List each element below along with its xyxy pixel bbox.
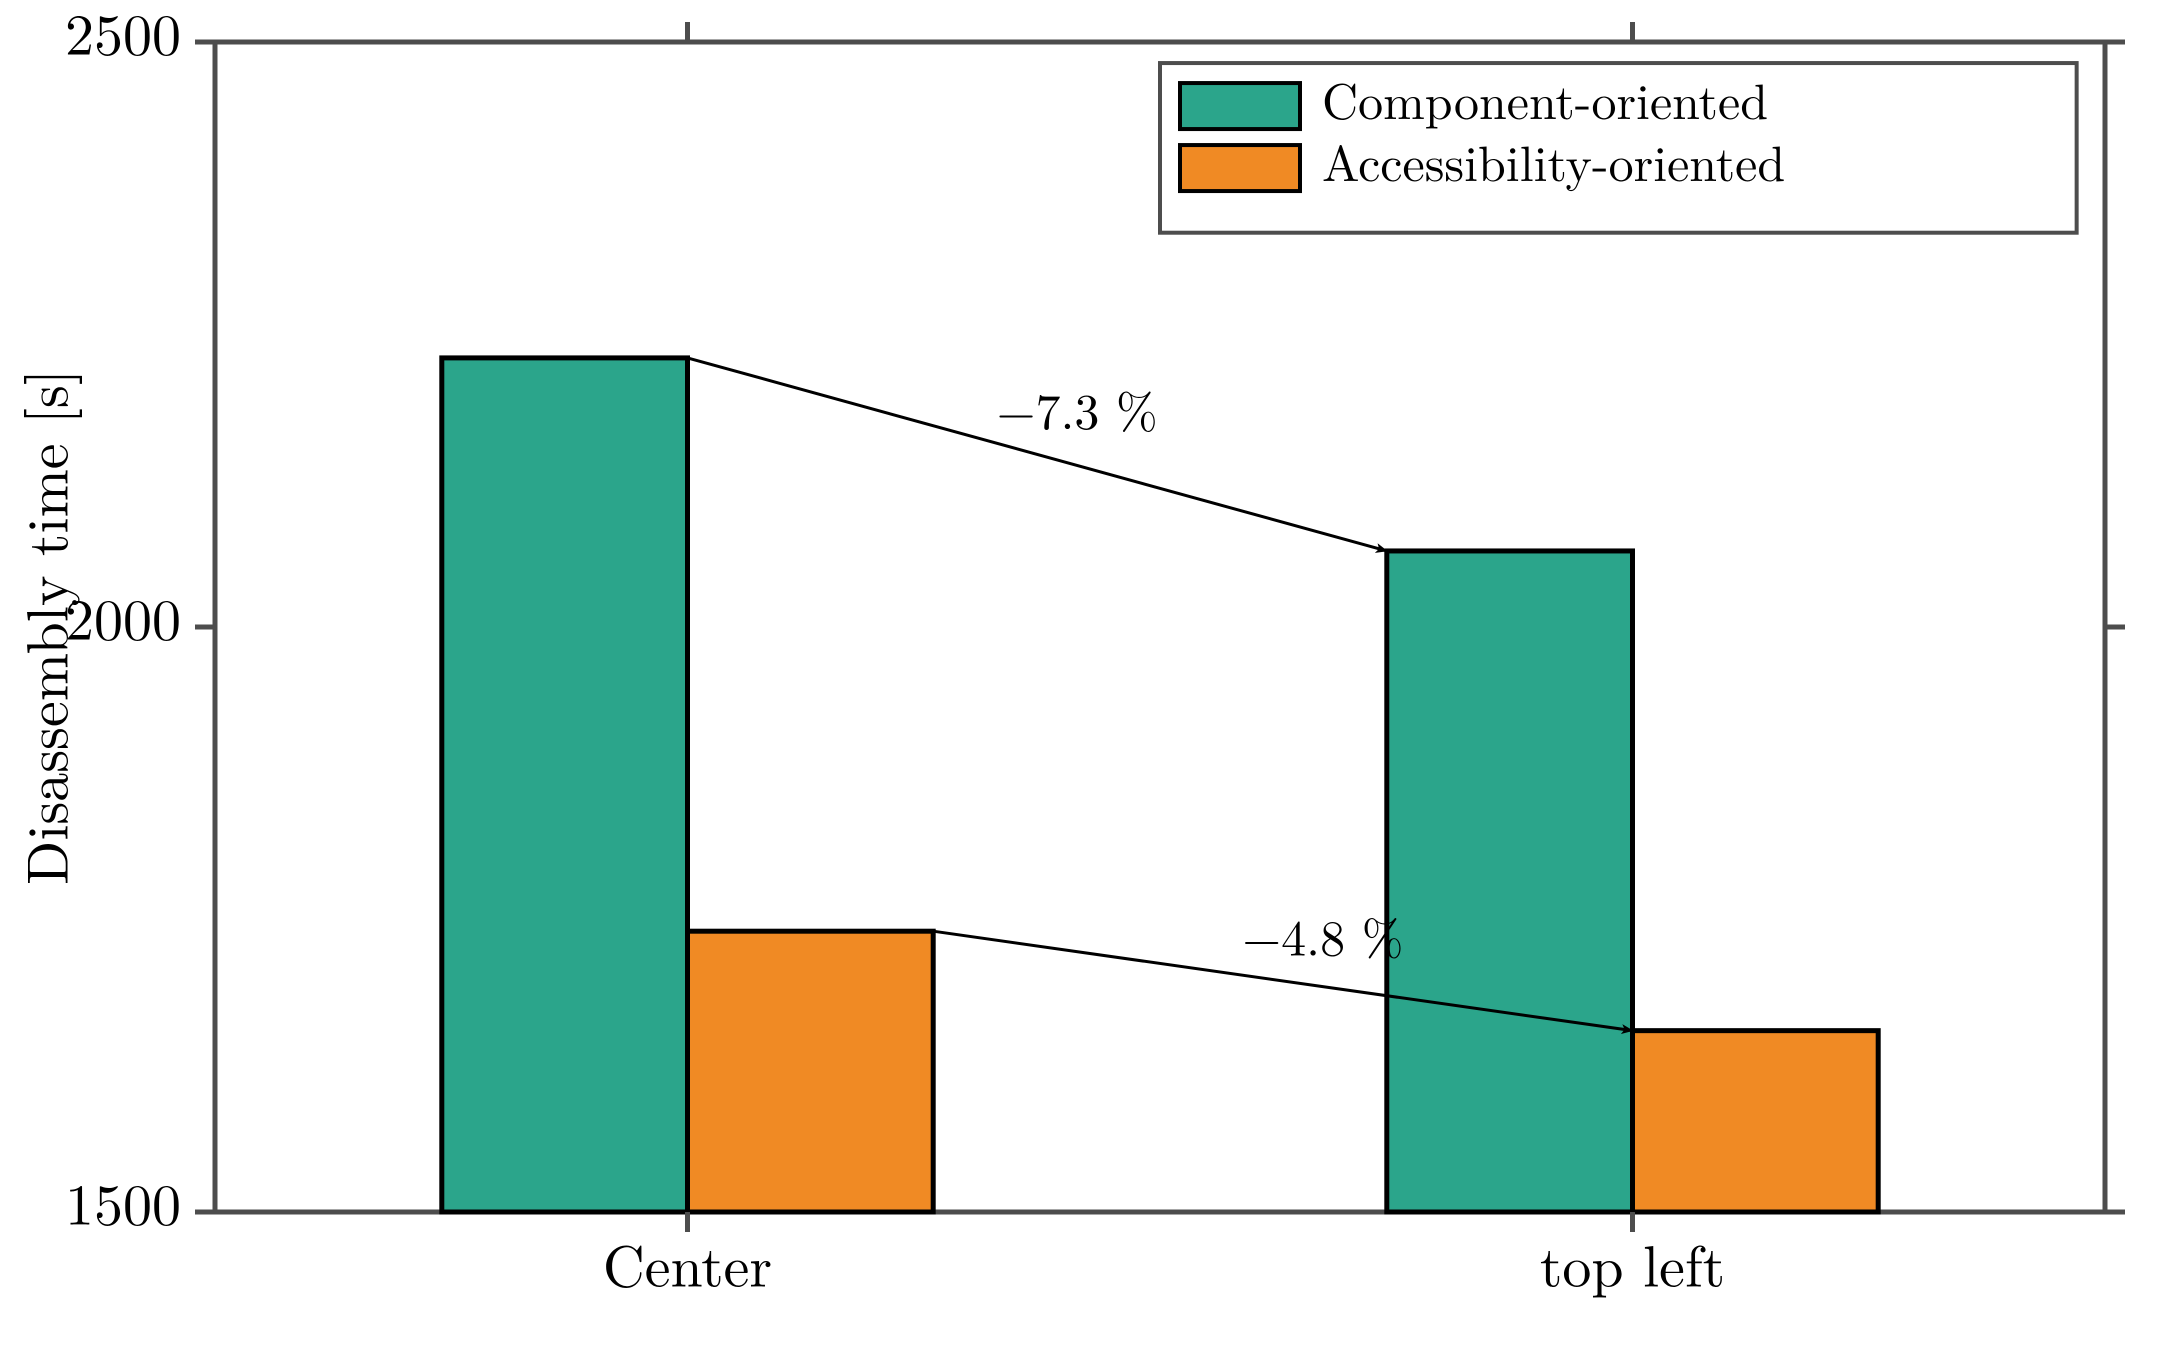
legend-label: Accessibility-oriented bbox=[1322, 125, 1785, 196]
legend-swatch bbox=[1180, 145, 1300, 191]
xtick-label: Center bbox=[603, 1222, 772, 1304]
annotation-label: −4.8 % bbox=[1242, 900, 1403, 971]
bar bbox=[1633, 1031, 1879, 1212]
annotation-label: −7.3 % bbox=[997, 373, 1158, 444]
ytick-label: 1500 bbox=[65, 1160, 181, 1242]
legend-label: Component-oriented bbox=[1322, 63, 1768, 134]
y-axis-label: Disassembly time [s] bbox=[3, 369, 85, 885]
ytick-label: 2500 bbox=[65, 0, 181, 72]
bar bbox=[442, 358, 688, 1212]
chart-svg: 150020002500Centertop left−7.3 %−4.8 %Di… bbox=[0, 0, 2163, 1345]
xtick-label: top left bbox=[1540, 1222, 1725, 1304]
bar bbox=[688, 931, 934, 1212]
bar bbox=[1387, 551, 1633, 1212]
disassembly-time-bar-chart: 150020002500Centertop left−7.3 %−4.8 %Di… bbox=[0, 0, 2163, 1345]
legend-swatch bbox=[1180, 83, 1300, 129]
